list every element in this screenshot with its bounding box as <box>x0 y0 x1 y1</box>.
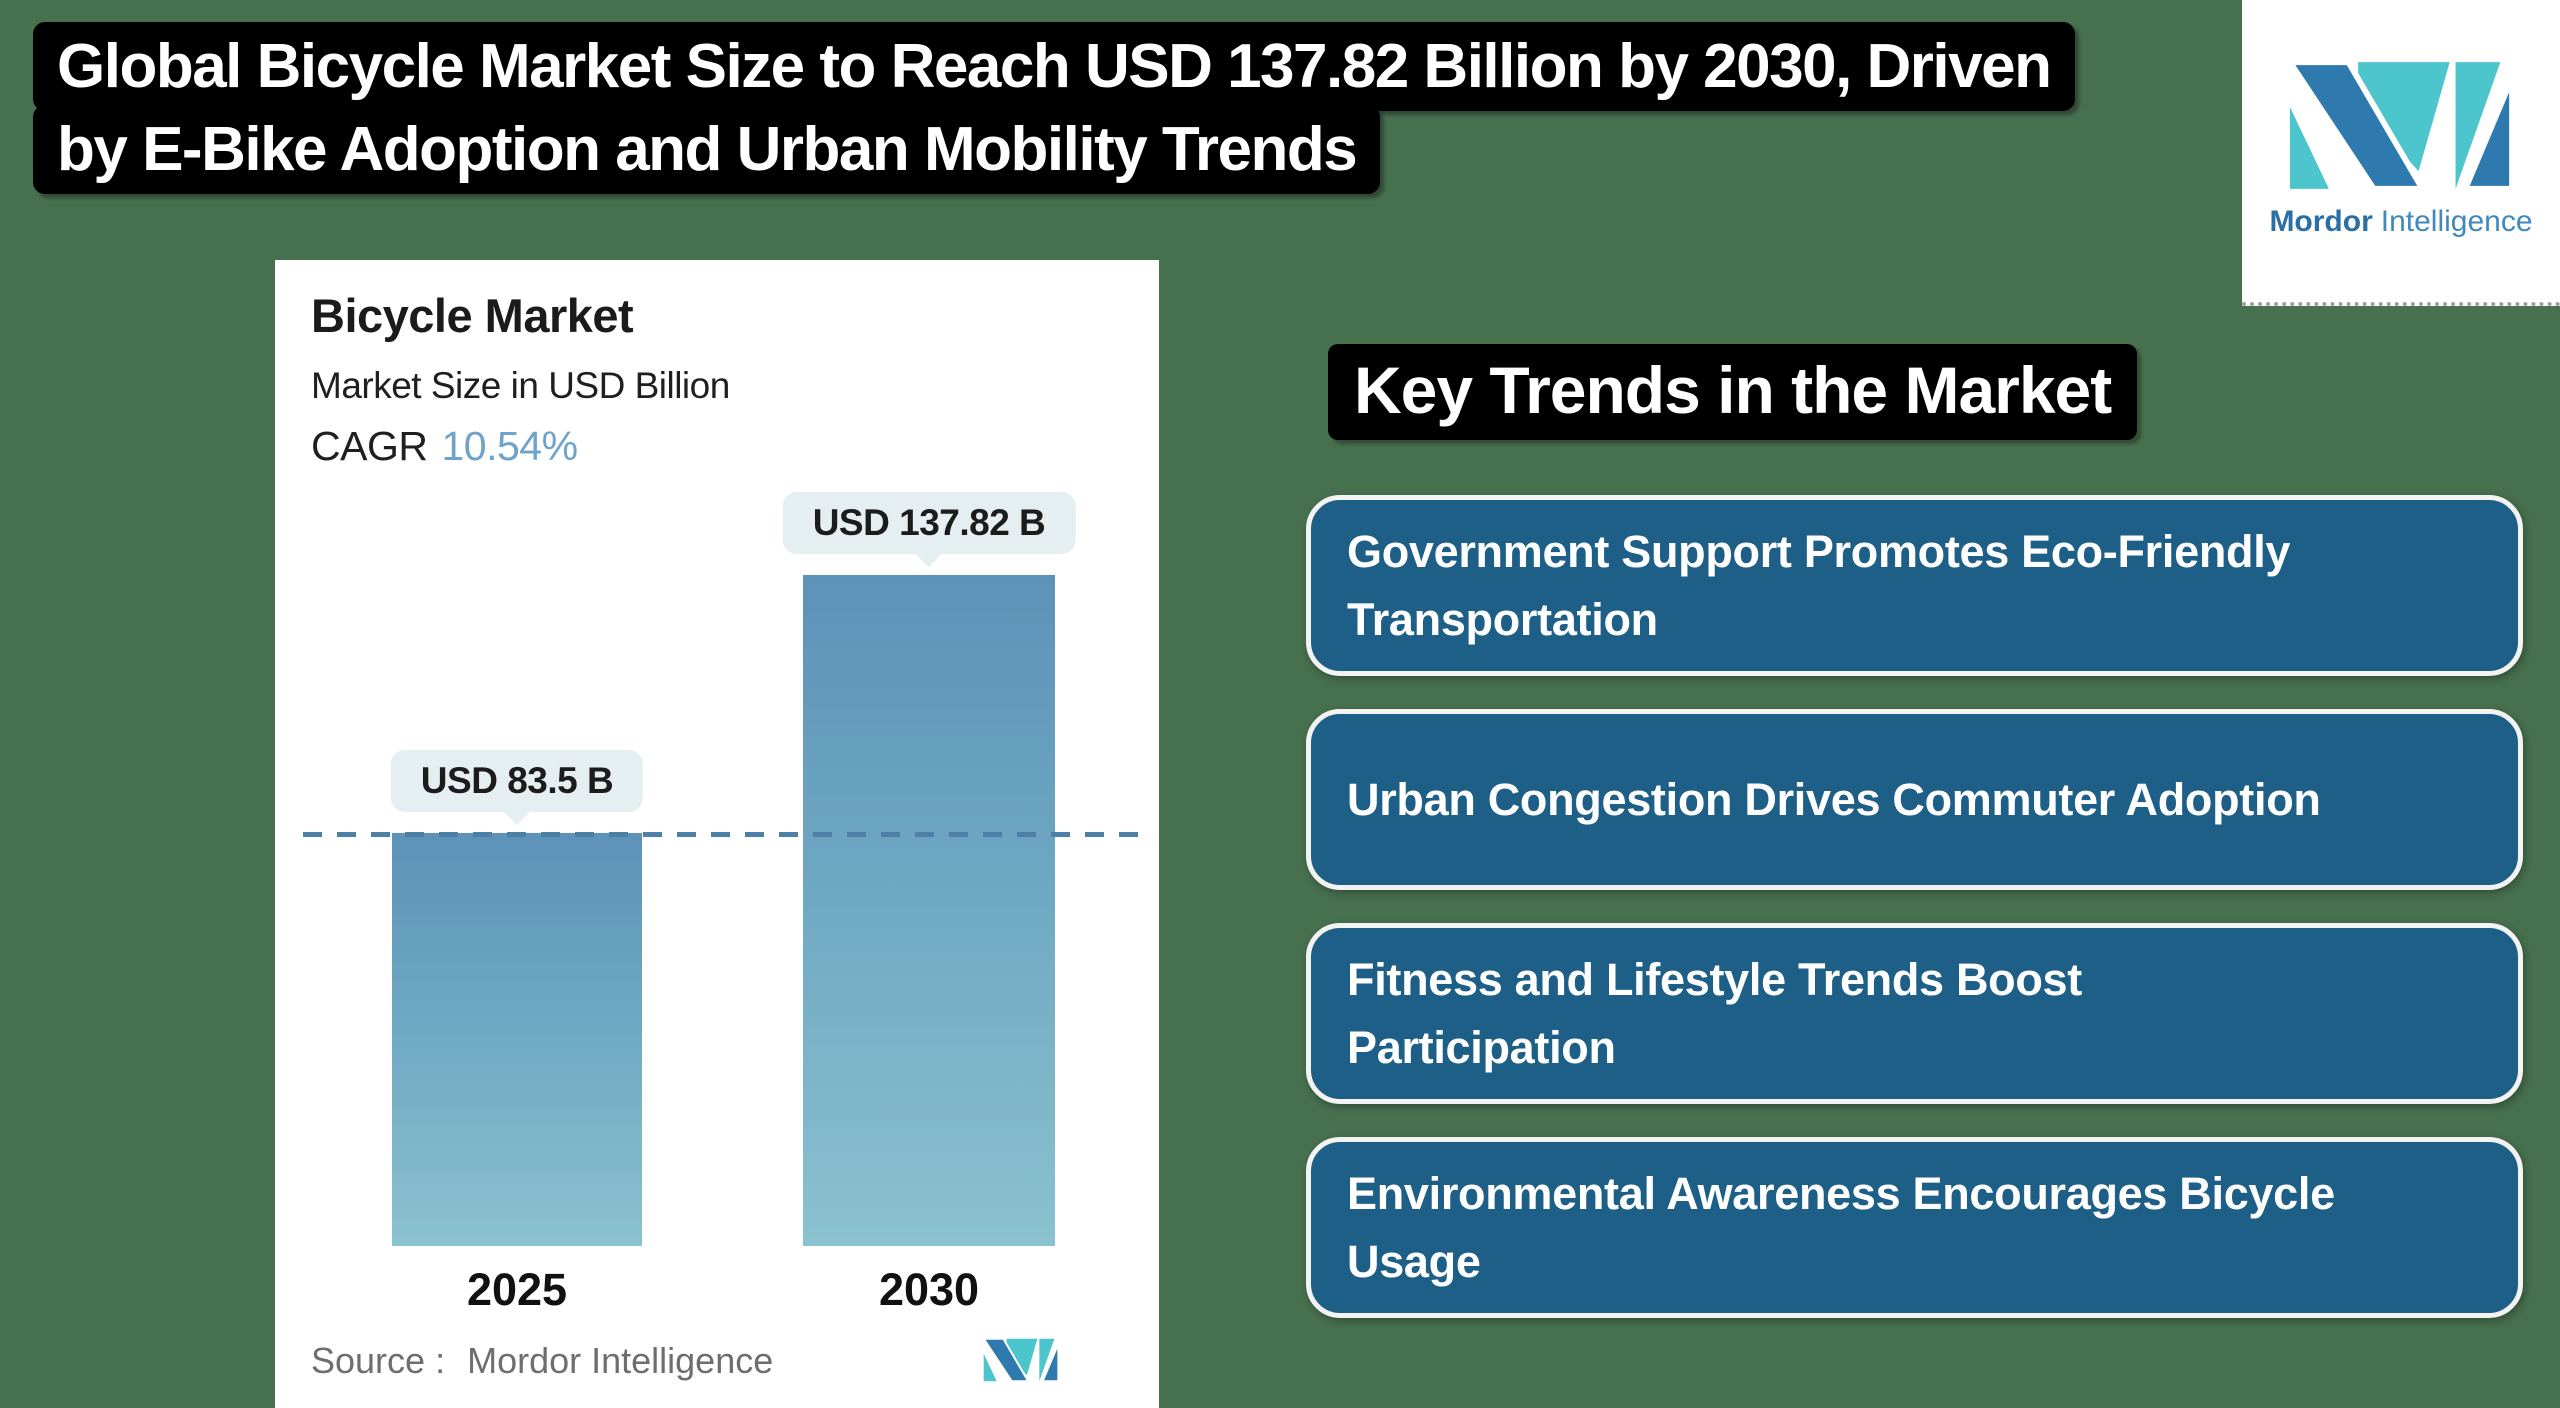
trend-card-environmental-awareness: Environmental Awareness Encourages Bicyc… <box>1306 1137 2523 1318</box>
brand-wordmark: Mordor Intelligence <box>2242 205 2560 239</box>
bar-2025 <box>392 833 642 1246</box>
trends-section: Key Trends in the Market <box>1328 344 2138 440</box>
trend-card-urban-congestion: Urban Congestion Drives Commuter Adoptio… <box>1306 709 2523 890</box>
trend-text-line2: Participation <box>1347 1021 1616 1073</box>
page-title-line1: Global Bicycle Market Size to Reach USD … <box>33 22 2075 112</box>
x-axis-label-2030: 2030 <box>878 1264 980 1315</box>
data-label-2025: USD 83.5 B <box>390 750 644 812</box>
page-title-line2: by E-Bike Adoption and Urban Mobility Tr… <box>33 105 1381 195</box>
trend-card-text: Fitness and Lifestyle Trends Boost Parti… <box>1347 946 2488 1081</box>
trend-card-government-support: Government Support Promotes Eco-Friendly… <box>1306 495 2523 676</box>
page-title: Global Bicycle Market Size to Reach USD … <box>33 22 2075 195</box>
trend-text-line1: Urban Congestion Drives Commuter Adoptio… <box>1347 773 2321 825</box>
chart-header: Bicycle Market Market Size in USD Billio… <box>311 288 730 470</box>
trend-text-line1: Environmental Awareness Encourages Bicyc… <box>1347 1168 2335 1219</box>
trend-card-text: Environmental Awareness Encourages Bicyc… <box>1347 1160 2488 1295</box>
trend-text-line2: Transportation <box>1347 593 1658 645</box>
data-label-2030: USD 137.82 B <box>782 492 1076 554</box>
bar-2030 <box>803 575 1055 1246</box>
reference-dashed-line <box>303 832 1153 837</box>
source-row: Source : Mordor Intelligence <box>311 1340 773 1382</box>
trend-card-text: Government Support Promotes Eco-Friendly… <box>1347 518 2488 653</box>
trend-text-line2: Usage <box>1347 1235 1481 1287</box>
brand-logo-box: Mordor Intelligence <box>2242 0 2560 306</box>
cagr-value: 10.54% <box>441 423 578 469</box>
chart-subtitle: Market Size in USD Billion <box>311 365 730 406</box>
trend-card-text: Urban Congestion Drives Commuter Adoptio… <box>1347 766 2488 834</box>
source-value: Mordor Intelligence <box>467 1340 774 1381</box>
cagr-row: CAGR 10.54% <box>311 423 730 470</box>
mordor-intelligence-mini-logo-icon <box>983 1338 1059 1382</box>
trend-text-line1: Government Support Promotes Eco-Friendly <box>1347 526 2291 577</box>
x-axis-label-2025: 2025 <box>466 1264 568 1315</box>
trend-card-fitness-lifestyle: Fitness and Lifestyle Trends Boost Parti… <box>1306 923 2523 1104</box>
trend-text-line1: Fitness and Lifestyle Trends Boost <box>1347 954 2082 1005</box>
trends-heading: Key Trends in the Market <box>1328 344 2138 440</box>
cagr-label: CAGR <box>311 423 428 469</box>
chart-title: Bicycle Market <box>311 289 634 342</box>
brand-name-bold: Mordor <box>2269 205 2373 238</box>
bar-chart-plot: USD 83.5 B USD 137.82 B 2025 2030 <box>275 260 1159 1315</box>
trend-card-list: Government Support Promotes Eco-Friendly… <box>1306 495 2523 1351</box>
mordor-intelligence-logo-icon <box>2288 62 2514 189</box>
source-label: Source : <box>311 1340 446 1381</box>
market-chart-card: USD 83.5 B USD 137.82 B 2025 2030 Bicycl… <box>275 260 1159 1408</box>
brand-name-light: Intelligence <box>2380 205 2533 238</box>
